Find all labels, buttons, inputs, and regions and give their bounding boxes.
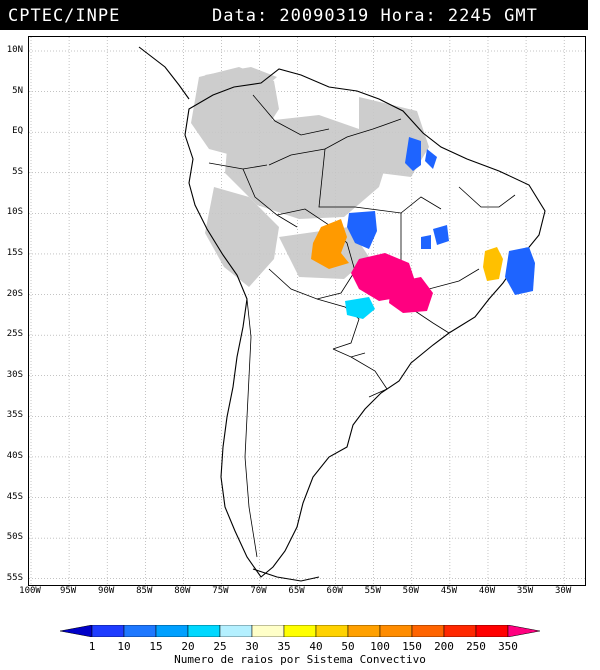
lon-label-70w: 70W xyxy=(250,586,267,596)
storm-minas-blue xyxy=(433,225,449,245)
lon-label-40w: 40W xyxy=(478,586,496,596)
cloud-caribbean xyxy=(205,67,277,91)
tierra-del-fuego xyxy=(252,568,320,582)
colorbar-label-25: 25 xyxy=(213,640,227,653)
border-colombia-venezuela xyxy=(252,94,330,136)
south-america-outline xyxy=(184,68,546,578)
colorbar-label-15: 15 xyxy=(149,640,163,653)
colorbar-label-30: 30 xyxy=(245,640,259,653)
lat-label-40s: 40S xyxy=(6,450,23,461)
colorbar-label-1: 1 xyxy=(88,640,96,653)
lon-label-95w: 95W xyxy=(59,586,77,596)
lon-label-60w: 60W xyxy=(326,586,343,596)
lon-label-75w: 75W xyxy=(212,586,229,596)
storm-southeast-magenta xyxy=(389,277,433,313)
lat-label-55s: 55S xyxy=(6,572,23,583)
lat-label-eq: EQ xyxy=(12,126,23,137)
colorbar-block-0 xyxy=(60,625,93,637)
brazil-states-1 xyxy=(318,148,442,214)
border-argentina-brazil xyxy=(332,348,366,358)
colorbar-block-4 xyxy=(187,625,221,637)
cloud-amazon xyxy=(225,115,389,219)
colorbar-label-250: 250 xyxy=(466,640,486,653)
colorbar-blocks xyxy=(60,625,540,637)
lat-label-10s: 10S xyxy=(6,207,23,218)
colorbar-label-350: 350 xyxy=(498,640,518,653)
lat-label-50s: 50S xyxy=(6,532,23,543)
storm-atlantic-blue xyxy=(505,247,535,295)
colorbar-block-14 xyxy=(507,625,540,637)
colorbar xyxy=(60,625,540,637)
border-paraguay xyxy=(316,298,360,350)
border-uruguay xyxy=(350,356,388,398)
lon-label-65w: 65W xyxy=(288,586,305,596)
lat-label-25s: 25S xyxy=(6,329,23,340)
colorbar-label-35: 35 xyxy=(277,640,291,653)
map-frame xyxy=(28,36,586,586)
colorbar-label-20: 20 xyxy=(181,640,195,653)
colorbar-block-11 xyxy=(411,625,445,637)
colorbar-block-10 xyxy=(379,625,413,637)
storm-clusters xyxy=(311,137,535,319)
central-america xyxy=(138,46,190,100)
grid-lines xyxy=(29,37,585,585)
lat-label-15s: 15S xyxy=(6,247,23,258)
border-argentina-chile xyxy=(244,298,258,558)
storm-parana-small xyxy=(421,235,431,249)
lat-label-30s: 30S xyxy=(6,369,23,380)
storm-central-blue xyxy=(347,211,377,249)
colorbar-block-6 xyxy=(251,625,285,637)
border-brazil-north xyxy=(268,118,402,166)
coastline xyxy=(138,46,546,582)
border-peru-brazil xyxy=(242,168,298,228)
colorbar-labels: 1 10 15 20 25 30 35 40 50 100 150 200 250 350 xyxy=(60,640,540,653)
header-bar: CPTEC/INPE Data: 20090319 Hora: 2245 GMT xyxy=(0,0,588,30)
lat-label-45s: 45S xyxy=(6,491,23,502)
colorbar-label-50: 50 xyxy=(341,640,355,653)
colorbar-caption: Numero de raios por Sistema Convectivo xyxy=(174,653,426,666)
colorbar-block-1 xyxy=(91,625,125,637)
colorbar-label-40: 40 xyxy=(309,640,323,653)
lat-label-35s: 35S xyxy=(6,410,23,421)
storm-mato-grosso xyxy=(311,219,349,269)
colorbar-block-12 xyxy=(443,625,477,637)
colorbar-block-7 xyxy=(283,625,317,637)
latitude-labels: 10N 5N EQ 5S 10S 15S 20S 25S 30S 35S 40S 45S 50S 55S xyxy=(0,36,28,584)
longitude-labels: 100W 95W 90W 85W 80W 75W 70W 65W 60W 55W 50W 45W 40W… xyxy=(19,586,584,600)
lon-label-50w: 50W xyxy=(402,586,419,596)
lat-label-20s: 20S xyxy=(6,288,23,299)
header-source: CPTEC/INPE xyxy=(8,6,121,26)
header-date-time: Data: 20090319 Hora: 2245 GMT xyxy=(212,6,538,26)
lon-label-30w: 30W xyxy=(555,586,572,596)
colorbar-label-100: 100 xyxy=(370,640,390,653)
lon-label-100w: 100W xyxy=(19,586,41,596)
colorbar-block-9 xyxy=(347,625,381,637)
lon-label-90w: 90W xyxy=(98,586,115,596)
cloud-west xyxy=(205,187,279,287)
colorbar-block-3 xyxy=(155,625,189,637)
lon-label-45w: 45W xyxy=(440,586,458,596)
lat-label-5s: 5S xyxy=(12,166,23,177)
lon-label-80w: 80W xyxy=(174,586,191,596)
storm-cyan xyxy=(345,297,375,319)
storm-north-coast xyxy=(405,137,421,171)
colorbar-label-150: 150 xyxy=(402,640,422,653)
lon-label-35w: 35W xyxy=(516,586,534,596)
storm-north-coast-2 xyxy=(425,149,437,169)
colorbar-label-10: 10 xyxy=(117,640,131,653)
colorbar-block-8 xyxy=(315,625,349,637)
map-canvas xyxy=(29,37,585,585)
lon-label-85w: 85W xyxy=(136,586,153,596)
colorbar-block-2 xyxy=(123,625,157,637)
brazil-states-4 xyxy=(458,186,516,208)
colorbar-label-200: 200 xyxy=(434,640,454,653)
lat-label-5n: 5N xyxy=(12,85,23,96)
colorbar-block-5 xyxy=(219,625,253,637)
cloud-areas xyxy=(191,67,429,287)
lon-label-55w: 55W xyxy=(364,586,381,596)
lat-label-10n: 10N xyxy=(6,45,23,55)
storm-bahia-yellow xyxy=(483,247,503,281)
colorbar-block-13 xyxy=(475,625,509,637)
